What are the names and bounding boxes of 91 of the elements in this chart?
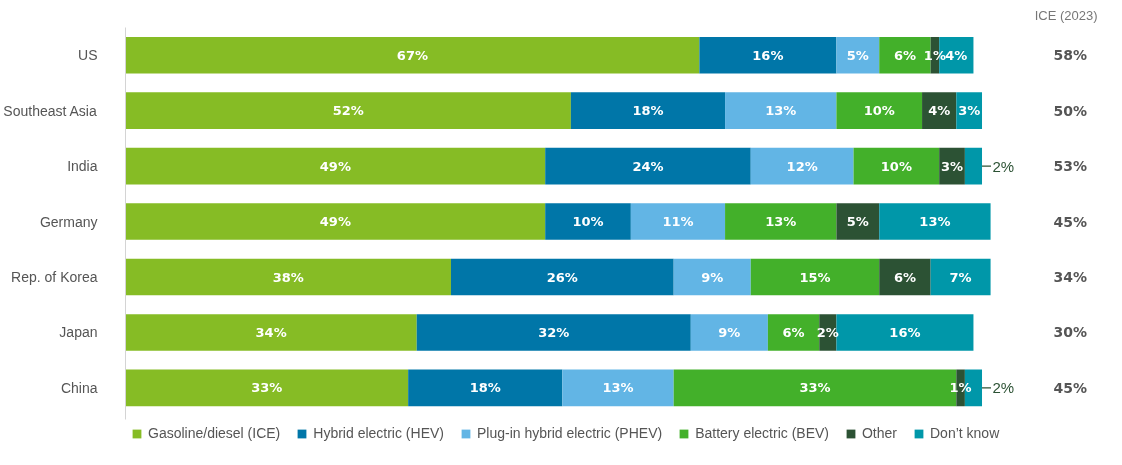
data-label: 3%	[941, 158, 964, 174]
bar	[725, 92, 837, 129]
legend-label: Hybrid electric (HEV)	[313, 425, 444, 441]
data-label: 9%	[701, 269, 724, 285]
data-label: 13%	[602, 380, 634, 396]
data-label: 6%	[893, 269, 916, 285]
data-label: 13%	[765, 214, 797, 230]
data-label: 15%	[799, 269, 831, 285]
bar	[562, 369, 674, 407]
data-label: 11%	[662, 214, 694, 230]
bar	[836, 92, 923, 129]
bar	[690, 314, 768, 351]
bar	[922, 92, 957, 129]
text: 34%	[1053, 269, 1088, 285]
data-label: 2%	[992, 157, 1015, 175]
text: 45%	[1053, 213, 1088, 230]
text: 53%	[1053, 158, 1088, 175]
data-label: 67%	[396, 47, 428, 63]
bar	[416, 314, 691, 351]
bar	[879, 258, 931, 296]
legend-label: Gasoline/diesel (ICE)	[148, 425, 281, 441]
data-label: 38%	[272, 269, 304, 285]
bar	[630, 203, 726, 240]
legend-label: Don’t know	[930, 425, 1000, 441]
y-tick-label: Germany	[39, 213, 98, 230]
data-label: 10%	[863, 103, 895, 119]
y-tick-label: China	[60, 379, 98, 396]
y-tick-label: Japan	[59, 324, 98, 341]
data-label: 49%	[319, 214, 351, 230]
y-tick-label: Rep. of Korea	[11, 269, 98, 285]
bar	[836, 36, 880, 74]
bar	[853, 147, 940, 185]
data-label: 33%	[251, 380, 283, 396]
data-label: 33%	[799, 380, 831, 396]
text: 50%	[1053, 102, 1088, 119]
text: ICE (2023)	[1034, 7, 1098, 23]
bar	[125, 258, 451, 296]
legend-label: Plug-in hybrid electric (PHEV)	[476, 425, 663, 441]
bar	[125, 147, 546, 185]
text: 45%	[1053, 379, 1088, 396]
bar	[879, 203, 991, 240]
data-label: 9%	[718, 324, 741, 340]
data-label: 2%	[992, 379, 1015, 397]
bar	[125, 36, 700, 74]
data-label: 10%	[572, 214, 604, 230]
data-label: 24%	[632, 158, 664, 174]
y-tick-label: US	[78, 47, 98, 64]
data-label: 5%	[846, 214, 869, 230]
legend-label: Other	[861, 425, 897, 441]
bar	[450, 258, 674, 296]
data-label: 13%	[765, 103, 797, 119]
bar	[725, 203, 837, 240]
data-label: 12%	[786, 158, 818, 174]
bar	[699, 36, 837, 74]
data-label: 16%	[889, 324, 921, 340]
data-label: 49%	[319, 158, 351, 174]
data-label: 4%	[945, 47, 968, 63]
bar	[545, 203, 631, 240]
bar	[545, 147, 751, 185]
data-label: 5%	[846, 47, 869, 63]
bar	[125, 92, 571, 129]
data-label: 13%	[919, 214, 951, 230]
data-label: 4%	[928, 103, 951, 119]
text: 58%	[1053, 47, 1088, 64]
data-label: 6%	[893, 47, 916, 63]
data-label: 26%	[546, 269, 578, 285]
bar	[673, 258, 751, 296]
text: 30%	[1053, 324, 1088, 341]
bar	[570, 92, 726, 129]
bar	[125, 314, 417, 351]
bar	[930, 258, 991, 296]
y-tick-label: India	[67, 158, 98, 175]
data-label: 3%	[958, 103, 981, 119]
data-label: 34%	[255, 324, 287, 340]
y-tick-label: Southeast Asia	[3, 102, 97, 119]
bar	[125, 203, 546, 240]
data-label: 52%	[332, 103, 364, 119]
data-label: 10%	[880, 158, 912, 174]
bar	[964, 147, 983, 185]
bar	[836, 203, 880, 240]
bar	[408, 369, 563, 407]
data-label: 16%	[752, 47, 784, 63]
bar	[750, 258, 880, 296]
data-label: 6%	[782, 324, 805, 340]
data-label: 18%	[469, 380, 501, 396]
data-label: 18%	[632, 103, 664, 119]
data-label: 32%	[538, 324, 570, 340]
data-label: 7%	[949, 269, 972, 285]
bar	[750, 147, 854, 185]
bar	[125, 369, 409, 407]
legend-label: Battery electric (BEV)	[695, 425, 829, 441]
